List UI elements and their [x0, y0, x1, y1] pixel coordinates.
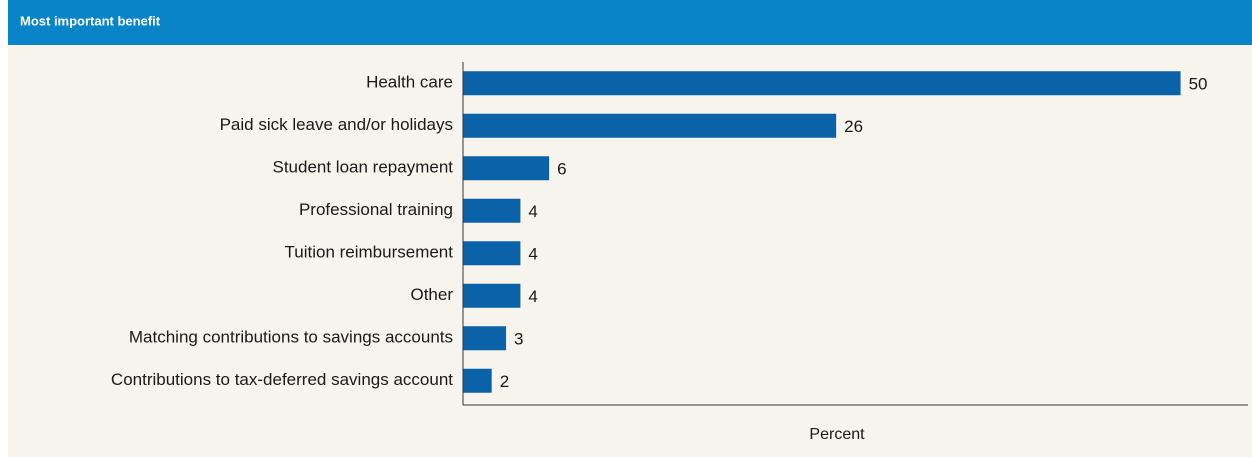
- y-tick-label: Health care: [366, 73, 453, 92]
- y-tick-label: Paid sick leave and/or holidays: [220, 115, 453, 134]
- y-tick-label: Matching contributions to savings accoun…: [129, 328, 453, 347]
- value-label: 26: [844, 117, 863, 136]
- bar: [463, 198, 521, 223]
- value-label: 4: [528, 287, 537, 306]
- y-tick-label: Student loan repayment: [272, 158, 453, 177]
- chart-title: Most important benefit: [20, 13, 161, 28]
- x-axis-label: Percent: [809, 426, 865, 443]
- bar: [463, 368, 492, 393]
- y-tick-label: Contributions to tax-deferred savings ac…: [111, 370, 453, 389]
- value-label: 3: [514, 330, 523, 349]
- value-label: 2: [500, 372, 509, 391]
- value-label: 4: [528, 202, 537, 221]
- bar: [463, 241, 521, 266]
- value-label: 4: [528, 245, 537, 264]
- bar: [463, 113, 837, 138]
- bar: [463, 71, 1181, 96]
- bar: [463, 326, 507, 351]
- header-band: [8, 0, 1252, 45]
- value-label: 50: [1189, 75, 1208, 94]
- bar: [463, 283, 521, 308]
- y-tick-label: Other: [410, 285, 453, 304]
- y-tick-label: Tuition reimbursement: [285, 243, 454, 262]
- y-tick-label: Professional training: [299, 200, 453, 219]
- value-label: 6: [557, 160, 566, 179]
- bar: [463, 156, 550, 181]
